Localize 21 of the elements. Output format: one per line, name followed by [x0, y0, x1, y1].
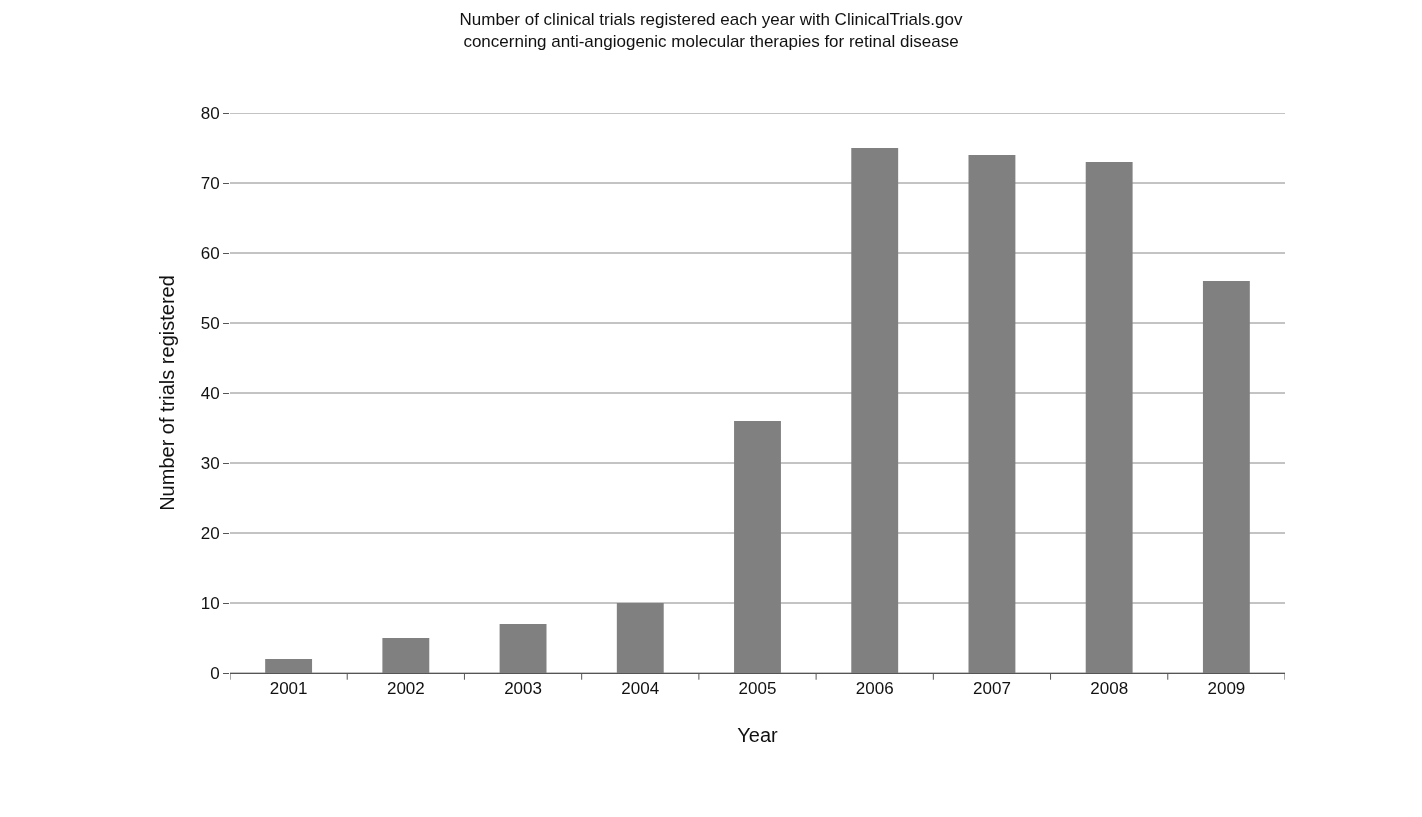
- x-tick-label: 2004: [621, 679, 660, 699]
- x-tick-label: 2007: [973, 679, 1011, 699]
- y-axis-title: Number of trials registered: [156, 275, 179, 511]
- x-tick-label: 2002: [386, 679, 425, 699]
- x-tick-label: 2001: [269, 679, 308, 699]
- x-tick-label: 2008: [1090, 679, 1129, 699]
- y-tick-label: 40: [200, 383, 220, 403]
- chart-title: Number of clinical trials registered each year with ClinicalTrials.gov concerning anti-angiogenic molecular therapies for retinal disease: [459, 9, 963, 51]
- x-tick-label: 2006: [855, 679, 894, 699]
- y-tick-label: 10: [200, 593, 220, 613]
- y-tick-label: 0: [210, 663, 220, 683]
- x-tick-label: 2009: [1207, 679, 1246, 699]
- x-tick-label: 2003: [504, 679, 542, 699]
- x-axis-title: Year: [737, 723, 779, 746]
- y-tick-label: 30: [200, 453, 220, 473]
- y-tick-label: 20: [200, 523, 220, 543]
- y-tick-label: 70: [200, 173, 220, 193]
- x-tick-label: 2005: [738, 679, 777, 699]
- y-tick-label: 80: [200, 103, 220, 123]
- y-tick-label: 50: [200, 313, 220, 333]
- y-tick-label: 60: [200, 243, 220, 263]
